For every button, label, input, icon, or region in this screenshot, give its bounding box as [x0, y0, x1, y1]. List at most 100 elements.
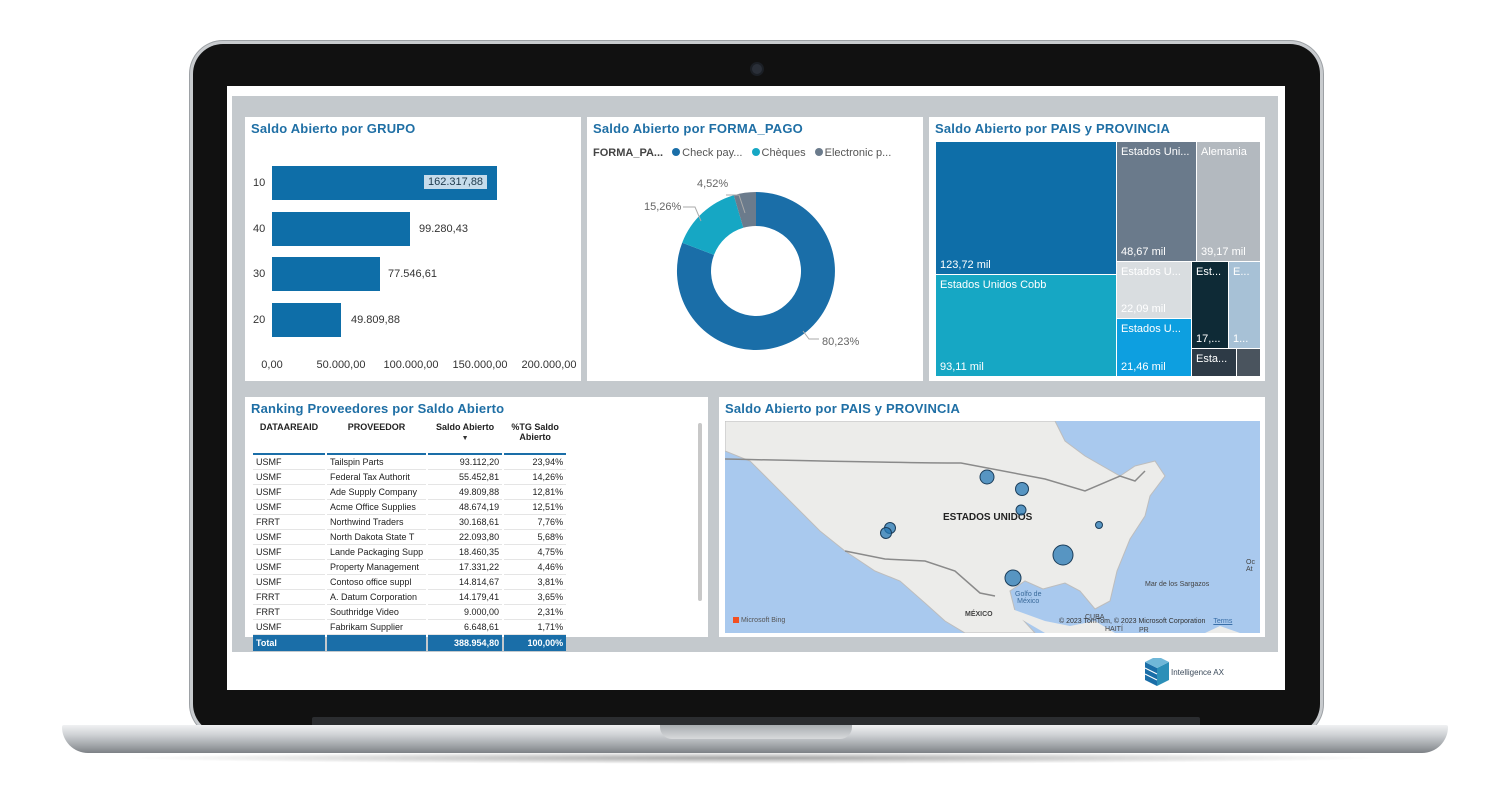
microsoft-logo-icon	[733, 617, 739, 624]
tile-value: 93,11 mil	[940, 361, 984, 373]
map-bubble[interactable]	[880, 527, 892, 539]
saldo-cell: 9.000,00	[428, 605, 503, 620]
ranking-title: Ranking Proveedores por Saldo Abierto	[251, 401, 505, 416]
map-view[interactable]: ESTADOS UNIDOS Golfo de México MÉXICO CU…	[725, 421, 1260, 633]
legend-title: FORMA_PA...	[593, 147, 664, 159]
tile-name: Estados U...	[1121, 266, 1181, 278]
map-provider: Microsoft Bing	[733, 617, 785, 624]
table-row[interactable]: USMF Fabrikam Supplier 6.648,61 1,71%	[253, 620, 567, 635]
tile-name: Estados Uni...	[1121, 146, 1190, 158]
table-row[interactable]: USMF Ade Supply Company 49.809,88 12,81%	[253, 485, 567, 500]
map-land	[725, 421, 1240, 633]
col-header-proveedor[interactable]: PROVEEDOR	[327, 419, 427, 455]
treemap-title: Saldo Abierto por PAIS y PROVINCIA	[935, 121, 1171, 136]
treemap-tile[interactable]: 123,72 mil	[936, 142, 1116, 274]
treemap-tile[interactable]: E... 1...	[1229, 262, 1260, 348]
pct-cell: 7,76%	[504, 515, 567, 530]
grupo-chart-panel[interactable]: Saldo Abierto por GRUPO 10 162.317,88 40…	[245, 117, 581, 381]
treemap-tile[interactable]: Estados U... 21,46 mil	[1117, 319, 1191, 376]
table-row[interactable]: USMF Tailspin Parts 93.112,20 23,94%	[253, 455, 567, 470]
donut-chart[interactable]	[587, 117, 923, 381]
treemap-tile[interactable]: Estados Uni... 48,67 mil	[1117, 142, 1196, 261]
treemap-tile[interactable]: Est... 17,...	[1192, 262, 1228, 348]
legend-item[interactable]: Chèques	[761, 147, 806, 159]
bar-20[interactable]	[272, 303, 341, 337]
proveedor-cell: Acme Office Supplies	[327, 500, 427, 515]
table-row[interactable]: USMF Federal Tax Authorit 55.452,81 14,26%	[253, 470, 567, 485]
total-label: Total	[253, 635, 325, 651]
pr-label: PR	[1139, 627, 1149, 633]
donut-legend: FORMA_PA... Check pay... Chèques Electro…	[593, 147, 891, 159]
map-panel[interactable]: Saldo Abierto por PAIS y PROVINCIA ESTAD…	[719, 397, 1265, 637]
donut-label: 80,23%	[822, 336, 860, 348]
proveedor-cell: North Dakota State T	[327, 530, 427, 545]
atlantic-label: Oc At	[1246, 559, 1255, 573]
pct-cell: 12,51%	[504, 500, 567, 515]
dataareaid-cell: USMF	[253, 455, 325, 470]
col-header-saldo[interactable]: Saldo Abierto ▼	[428, 419, 503, 455]
attribution-text: © 2023 TomTom, © 2023 Microsoft Corporat…	[1059, 618, 1206, 625]
terms-link[interactable]: Terms	[1213, 618, 1233, 625]
tile-value: 48,67 mil	[1121, 246, 1166, 258]
legend-item[interactable]: Electronic p...	[824, 147, 892, 159]
forma-pago-panel[interactable]: Saldo Abierto por FORMA_PAGO FORMA_PA...…	[587, 117, 923, 381]
donut-slice-electronic	[733, 192, 756, 228]
treemap-panel[interactable]: Saldo Abierto por PAIS y PROVINCIA 123,7…	[929, 117, 1265, 381]
sargazos-label: Mar de los Sargazos	[1145, 581, 1210, 588]
table-row[interactable]: USMF Acme Office Supplies 48.674,19 12,51%	[253, 500, 567, 515]
laptop-notch	[660, 725, 852, 739]
vertical-scrollbar[interactable]	[698, 423, 702, 601]
bar-category: 30	[253, 268, 266, 280]
dataareaid-cell: USMF	[253, 560, 325, 575]
dataareaid-cell: USMF	[253, 470, 325, 485]
table-row[interactable]: FRRT Northwind Traders 30.168,61 7,76%	[253, 515, 567, 530]
donut-slice-cheques	[682, 195, 744, 255]
col-header-pct[interactable]: %TG Saldo Abierto	[504, 419, 567, 455]
treemap-tile[interactable]: Esta...	[1192, 349, 1236, 376]
legend-item[interactable]: Check pay...	[682, 147, 743, 159]
proveedor-cell: Federal Tax Authorit	[327, 470, 427, 485]
x-tick: 0,00	[261, 359, 283, 371]
treemap-tile[interactable]: Estados U... 22,09 mil	[1117, 262, 1191, 318]
ranking-panel[interactable]: Ranking Proveedores por Saldo Abierto DA…	[245, 397, 708, 651]
map-bubble[interactable]	[1015, 504, 1027, 516]
table-row[interactable]: USMF North Dakota State T 22.093,80 5,68%	[253, 530, 567, 545]
country-label: ESTADOS UNIDOS	[943, 512, 1033, 523]
x-tick: 50.000,00	[316, 359, 366, 371]
table-row[interactable]: FRRT A. Datum Corporation 14.179,41 3,65%	[253, 590, 567, 605]
pct-cell: 12,81%	[504, 485, 567, 500]
map-bubble[interactable]	[1015, 482, 1029, 496]
proveedor-cell: Fabrikam Supplier	[327, 620, 427, 635]
table-row[interactable]: USMF Lande Packaging Supp 18.460,35 4,75%	[253, 545, 567, 560]
saldo-cell: 6.648,61	[428, 620, 503, 635]
legend-dot-icon	[751, 148, 760, 156]
saldo-cell: 17.331,22	[428, 560, 503, 575]
map-bubble[interactable]	[1052, 544, 1074, 566]
mexico-label: MÉXICO	[965, 611, 993, 618]
col-header-dataareaid[interactable]: DATAAREAID	[253, 419, 325, 455]
table-row[interactable]: USMF Property Management 17.331,22 4,46%	[253, 560, 567, 575]
total-pct: 100,00%	[504, 635, 567, 651]
pct-cell: 3,65%	[504, 590, 567, 605]
map-bubble[interactable]	[1095, 521, 1103, 529]
provider-label: Microsoft Bing	[740, 617, 786, 624]
tile-value: 39,17 mil	[1201, 246, 1246, 258]
bar-40[interactable]	[272, 212, 410, 246]
dataareaid-cell: FRRT	[253, 605, 325, 620]
map-bubble[interactable]	[979, 469, 995, 485]
col-header-saldo-label: Saldo Abierto	[435, 422, 495, 432]
treemap-tile[interactable]: Estados Unidos Cobb 93,11 mil	[936, 275, 1116, 376]
pct-cell: 5,68%	[504, 530, 567, 545]
treemap-tile[interactable]: Alemania 39,17 mil	[1197, 142, 1260, 261]
laptop-hinge	[312, 717, 1200, 726]
dataareaid-cell: FRRT	[253, 515, 325, 530]
dataareaid-cell: USMF	[253, 545, 325, 560]
bar-30[interactable]	[272, 257, 380, 291]
treemap-tile[interactable]	[1237, 349, 1260, 376]
legend-dot-icon	[672, 148, 681, 156]
table-row[interactable]: USMF Contoso office suppl 14.814,67 3,81%	[253, 575, 567, 590]
saldo-cell: 14.179,41	[428, 590, 503, 605]
laptop-screen: Saldo Abierto por GRUPO 10 162.317,88 40…	[227, 86, 1285, 690]
table-row[interactable]: FRRT Southridge Video 9.000,00 2,31%	[253, 605, 567, 620]
map-bubble[interactable]	[1004, 569, 1022, 587]
